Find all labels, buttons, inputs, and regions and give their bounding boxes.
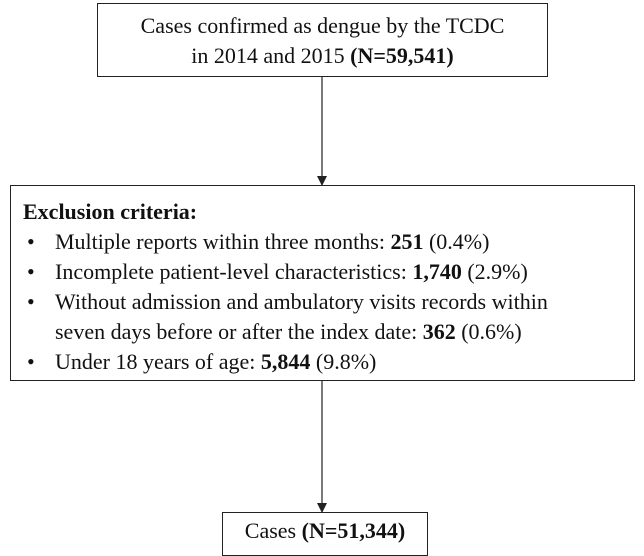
text-line: Without admission and ambulatory visits … <box>55 287 634 317</box>
heading: Exclusion criteria: <box>23 199 198 224</box>
text: (0.4%) <box>423 229 490 254</box>
bullet-item: Under 18 years of age: 5,844 (9.8%) <box>23 347 634 377</box>
result-box: Cases (N=51,344) <box>222 512 428 556</box>
text-line: in 2014 and 2015 (N=59,541) <box>98 41 547 71</box>
bold-text: 1,740 <box>412 259 462 284</box>
bold-text: (N=59,541) <box>350 43 454 68</box>
text-line: Under 18 years of age: 5,844 (9.8%) <box>55 347 634 377</box>
text: Without admission and ambulatory visits … <box>55 289 548 314</box>
text-line: Multiple reports within three months: 25… <box>55 227 634 257</box>
exclusion-box: Exclusion criteria: Multiple reports wit… <box>10 185 635 381</box>
text: Incomplete patient-level characteristics… <box>55 259 413 284</box>
text: Multiple reports within three months: <box>55 229 391 254</box>
source-box: Cases confirmed as dengue by the TCDC in … <box>97 3 548 77</box>
text: in 2014 and 2015 <box>191 43 351 68</box>
text: Cases confirmed as dengue by the TCDC <box>140 13 505 38</box>
text-line: seven days before or after the index dat… <box>55 317 634 347</box>
bullet-item: Without admission and ambulatory visits … <box>23 287 634 347</box>
text-line: Cases confirmed as dengue by the TCDC <box>98 11 547 41</box>
bold-text: 5,844 <box>260 349 311 374</box>
text-line: Incomplete patient-level characteristics… <box>55 257 634 287</box>
bold-text: 362 <box>422 319 456 344</box>
bullet-item: Multiple reports within three months: 25… <box>23 227 634 257</box>
text: Cases <box>244 518 302 543</box>
bullet-item: Incomplete patient-level characteristics… <box>23 257 634 287</box>
text: (0.6%) <box>455 319 522 344</box>
bold-text: (N=51,344) <box>301 518 406 543</box>
text-line: Cases (N=51,344) <box>223 516 427 546</box>
text: (2.9%) <box>461 259 528 284</box>
text: Under 18 years of age: <box>55 349 261 374</box>
bold-text: 251 <box>390 229 424 254</box>
text: seven days before or after the index dat… <box>55 319 423 344</box>
text: (9.8%) <box>310 349 377 374</box>
